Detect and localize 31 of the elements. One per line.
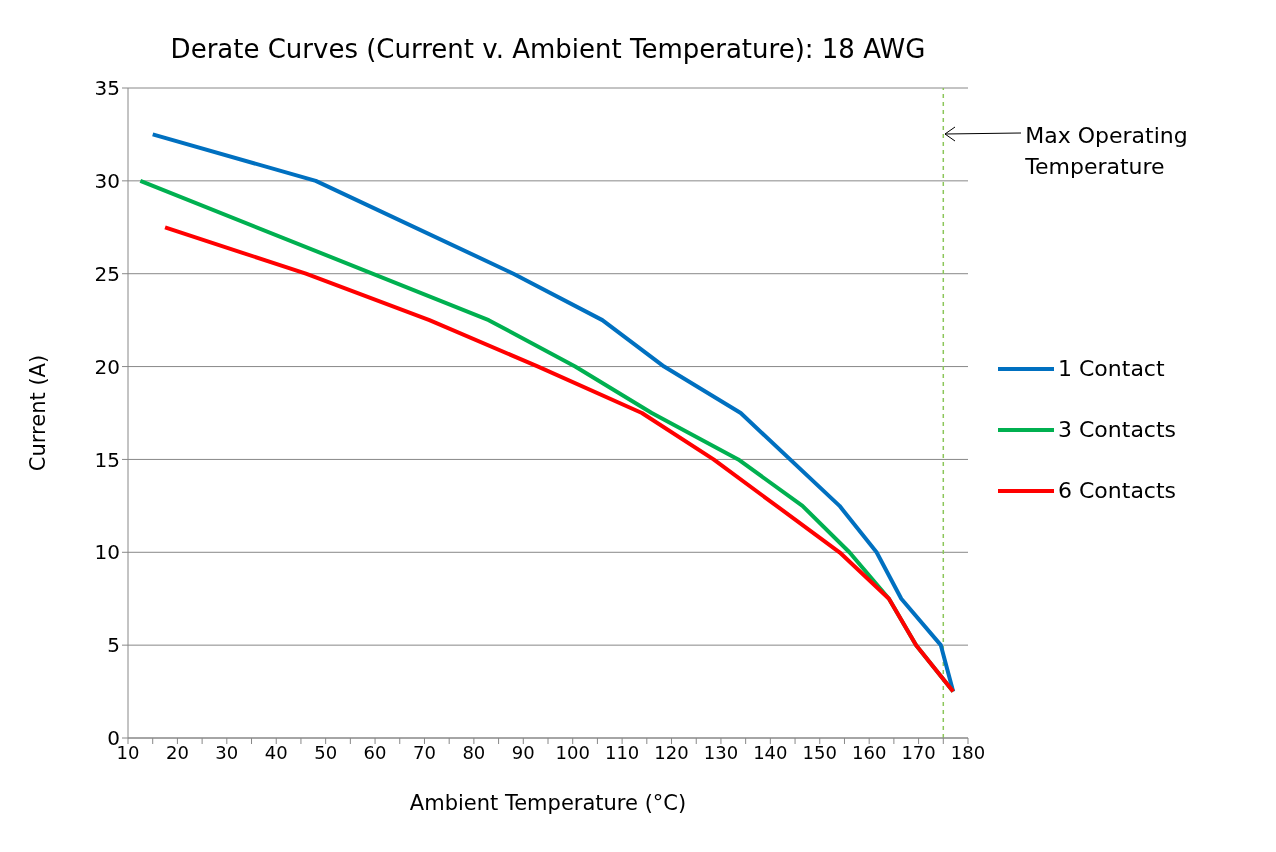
x-tick-label: 60 [363, 741, 387, 763]
x-tick-label: 150 [802, 741, 837, 763]
x-tick-label: 120 [654, 741, 689, 763]
x-tick-label: 40 [264, 741, 288, 763]
chart-title: Derate Curves (Current v. Ambient Temperature): 18 AWG [169, 34, 927, 64]
y-tick-label: 10 [94, 540, 120, 565]
x-tick-label: 160 [852, 741, 887, 763]
y-tick-label: 20 [94, 354, 120, 379]
legend-label: 1 Contact [1058, 356, 1165, 381]
y-tick-label: 30 [94, 168, 120, 193]
y-axis-title: Current (A) [26, 354, 51, 472]
x-tick-label: 140 [753, 741, 788, 763]
x-tick-label: 70 [413, 741, 436, 763]
annotation: Max Operating Temperature [1025, 122, 1189, 182]
x-tick-label: 90 [511, 741, 535, 763]
x-tick-label: 180 [950, 741, 986, 763]
y-tick-label: 5 [107, 633, 120, 658]
x-tick-label: 170 [901, 741, 936, 763]
y-tick-label: 25 [94, 261, 120, 286]
y-tick-label: 15 [94, 447, 120, 472]
x-axis-title: Ambient Temperature (°C) [409, 791, 687, 815]
x-tick-label: 20 [165, 741, 189, 763]
x-tick-label: 30 [215, 741, 239, 763]
x-tick-label: 130 [703, 741, 739, 763]
x-tick-label: 100 [555, 741, 590, 763]
x-tick-label: 50 [314, 741, 338, 763]
x-tick-label: 80 [462, 741, 486, 763]
y-tick-label: 35 [94, 76, 120, 101]
legend-label: 3 Contacts [1058, 417, 1177, 442]
x-tick-label: 110 [604, 741, 640, 763]
legend-label: 6 Contacts [1058, 478, 1177, 503]
